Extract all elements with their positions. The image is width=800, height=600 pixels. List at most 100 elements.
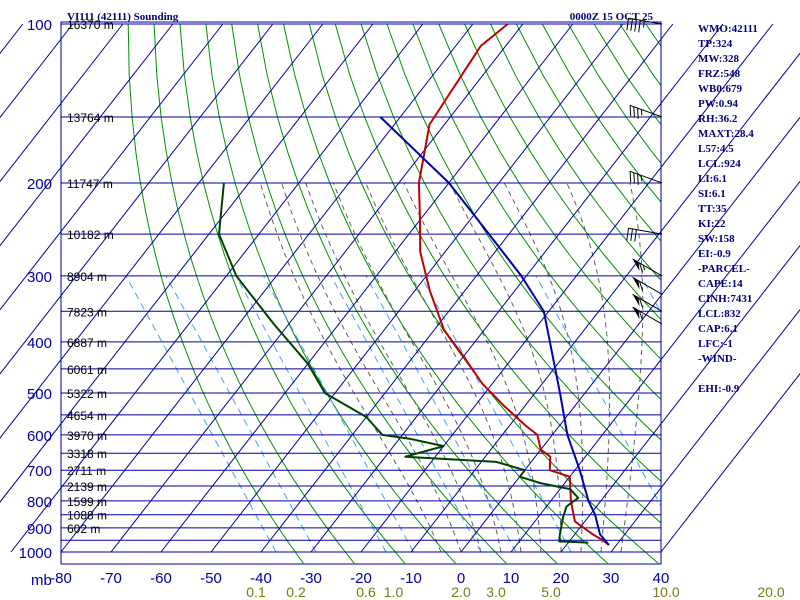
wind-barbs <box>626 17 663 325</box>
wind-barb-staff <box>632 293 663 312</box>
pressure-tick-label: 700 <box>27 463 52 480</box>
moist-adiabat-line <box>403 182 542 553</box>
wind-barb-half-flag <box>642 264 646 271</box>
isotherm-line <box>660 372 800 553</box>
pressure-tick-label: 300 <box>27 269 52 286</box>
mixing-ratio-line <box>330 275 482 553</box>
wind-barb-flag <box>634 229 637 242</box>
wind-barb-flag <box>626 18 630 31</box>
mixing-ratio-label: 1.0 <box>384 584 404 600</box>
dewpoint-profile-line <box>218 182 589 544</box>
moist-adiabat-line <box>259 182 442 553</box>
height-label: 6887 m <box>67 336 107 350</box>
index-item: SW:158 <box>698 233 735 245</box>
isotherm-line <box>310 23 724 553</box>
temperature-tick-label: -20 <box>350 570 372 587</box>
wind-barb-half-flag <box>643 20 645 28</box>
height-label: 13764 m <box>67 111 114 125</box>
isotherm-line <box>160 23 574 553</box>
wind-barb-staff <box>628 227 663 235</box>
index-item: CINH:7431 <box>698 293 753 305</box>
index-item: LFC:-1 <box>698 338 733 350</box>
height-label: 1599 m <box>67 495 107 509</box>
mixing-ratio-label: 20.0 <box>757 584 784 600</box>
wind-barb-pennant <box>632 258 640 272</box>
pressure-tick-label: 200 <box>27 176 52 193</box>
dry-adiabat-line <box>205 23 456 564</box>
height-label: 1088 m <box>67 509 107 523</box>
height-label: 16370 m <box>67 18 114 32</box>
isotherm-line <box>0 23 274 375</box>
mixing-ratio-label: 3.0 <box>486 584 506 600</box>
mixing-ratio-line <box>535 275 661 508</box>
index-item: -PARCEL- <box>698 263 750 275</box>
temperature-tick-label: -80 <box>50 570 72 587</box>
wind-barb-pennant <box>632 294 640 307</box>
wind-barb-flag <box>629 171 632 183</box>
isotherm-line <box>0 23 74 119</box>
wind-barb-staff <box>629 170 663 184</box>
temperature-tick-label: -70 <box>100 570 122 587</box>
isotherm-line <box>110 23 524 553</box>
index-item: PW:0.94 <box>698 98 739 110</box>
isotherm-line <box>260 23 674 553</box>
wind-barb-flag <box>639 281 643 291</box>
isotherm-line <box>0 23 324 439</box>
dry-adiabat-line <box>386 23 661 441</box>
pressure-tick-label: 100 <box>27 17 52 34</box>
mixing-ratio-label: 2.0 <box>451 584 471 600</box>
index-item: EI:-0.9 <box>698 248 731 260</box>
index-item: MAXT:28.4 <box>698 128 754 140</box>
dry-adiabat-line <box>179 23 406 564</box>
mixing-ratio-label: 0.1 <box>246 584 266 600</box>
wind-barb-half-flag <box>640 175 643 182</box>
index-item: LCL:832 <box>698 308 741 320</box>
wind-barb-flag <box>638 20 641 33</box>
mixing-ratio-lines <box>125 275 661 553</box>
wind-barb-staff <box>628 17 663 25</box>
isotherm-line <box>510 180 800 553</box>
mixing-ratio-label: 0.2 <box>286 584 306 600</box>
height-label: 2711 m <box>67 464 106 478</box>
isotherm-line <box>560 244 800 553</box>
isotherm-line <box>0 23 374 503</box>
wind-barb-flag <box>630 228 633 242</box>
dry-adiabat-line <box>231 23 507 564</box>
wind-barb-flag <box>629 105 632 117</box>
height-label: 3318 m <box>67 447 107 461</box>
index-item: TP:324 <box>698 38 733 50</box>
wind-barb-pennant <box>632 307 640 320</box>
mixing-ratio-label: 0.6 <box>356 584 376 600</box>
moist-adiabat-line <box>332 182 502 553</box>
wind-barb-staff <box>632 258 663 277</box>
index-item: FRZ:548 <box>698 68 741 80</box>
wind-barb-flag <box>637 108 639 119</box>
wind-barb-flag <box>637 174 639 185</box>
pressure-tick-label: 800 <box>27 494 52 511</box>
stability-indices-panel: WMO:42111 TP:324 MW:328 FRZ:548 WB0:679 PW:0.… <box>698 22 798 397</box>
mixing-ratio-line <box>235 275 387 553</box>
dry-adiabat-line <box>153 23 355 564</box>
dry-adiabat-line <box>438 23 661 360</box>
mixing-ratio-label: 10.0 <box>652 584 679 600</box>
temperature-tick-label: 0 <box>457 570 465 587</box>
index-item: RH:36.2 <box>698 113 738 125</box>
index-item: MW:328 <box>698 53 739 65</box>
wind-barb-staff <box>629 104 663 118</box>
mixing-ratio-line <box>420 275 572 553</box>
temperature-tick-label: 10 <box>503 570 520 587</box>
isotherm-line <box>0 23 124 183</box>
temperature-tick-label: 20 <box>553 570 570 587</box>
index-item: CAPE:14 <box>698 278 743 290</box>
index-item: TT:35 <box>698 203 727 215</box>
isotherm-line <box>210 23 624 553</box>
mixing-ratio-line <box>125 275 277 553</box>
dry-adiabat-line <box>412 23 661 401</box>
height-label: 4654 m <box>67 409 107 423</box>
temperature-tick-label: -40 <box>250 570 272 587</box>
chart-title: VI111 (42111) Sounding <box>67 11 179 23</box>
temperature-tick-label: 30 <box>603 570 620 587</box>
parcel-profile-line <box>379 116 610 546</box>
